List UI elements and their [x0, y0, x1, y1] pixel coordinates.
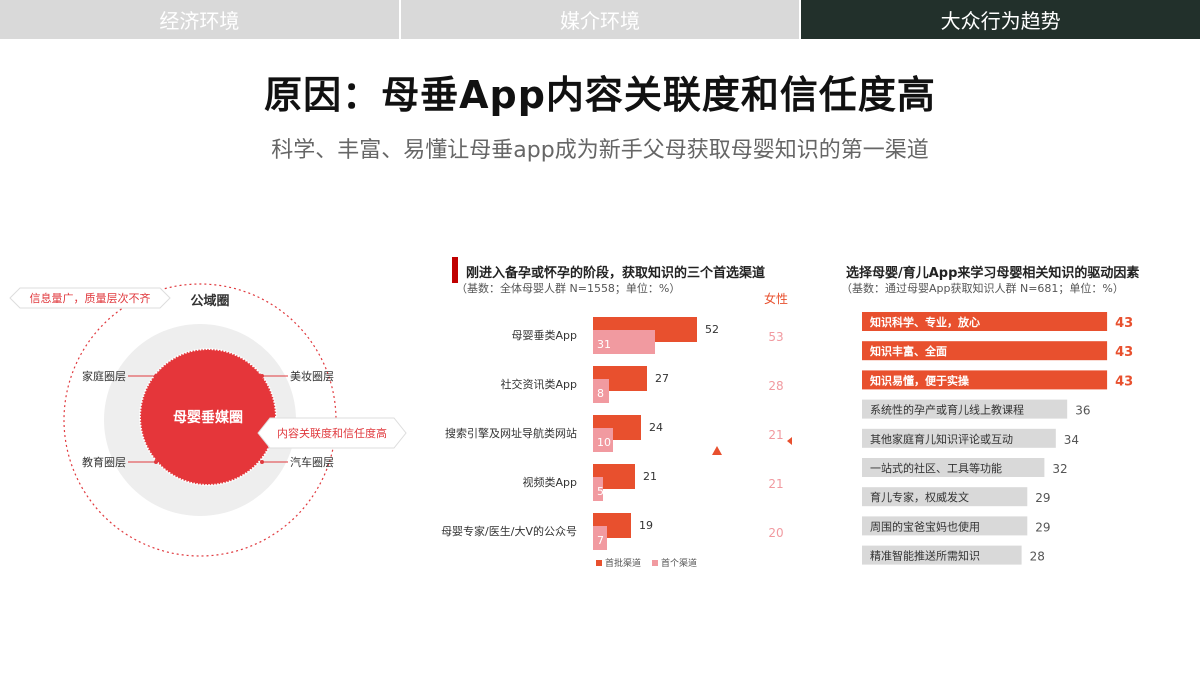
- category-label: 知识科学、专业，放心: [869, 315, 980, 329]
- chart2-title: 选择母婴/育儿App来学习母婴相关知识的驱动因素: [846, 266, 1140, 281]
- category-label: 母婴专家/医生/大V的公众号: [441, 524, 577, 538]
- female-header: 女性: [764, 291, 788, 306]
- legend-swatch-first: [652, 560, 658, 566]
- value-label: 43: [1115, 374, 1133, 389]
- category-label: 搜索引擎及网址导航类网站: [445, 426, 577, 440]
- bar-highlight: [862, 341, 1108, 361]
- category-label: 母婴垂类App: [512, 328, 578, 342]
- node-dot-bottom-right: [260, 460, 264, 464]
- female-value: 28: [768, 379, 783, 393]
- value-label: 34: [1064, 433, 1079, 447]
- right-callout-text: 内容关联度和信任度高: [277, 426, 387, 440]
- value-label: 29: [1035, 520, 1050, 534]
- bar-first: [593, 477, 603, 501]
- bar: [862, 399, 1068, 419]
- section-tabs: 经济环境 媒介环境 大众行为趋势: [0, 0, 1200, 39]
- female-value: 21: [768, 477, 783, 491]
- right-callout-shape: [257, 417, 407, 449]
- value-label-first: 5: [597, 485, 604, 498]
- channel-bar-chart: 女性 母婴垂类App 52 31 53 社交资讯类App 27 8 28 搜索引擎及网址导航类网…: [441, 291, 792, 569]
- bar-highlight: [862, 312, 1108, 331]
- value-label-first: 10: [597, 436, 611, 449]
- bar: [862, 487, 1028, 507]
- center-label: 母婴垂媒圈: [173, 409, 243, 426]
- tab-media-environment[interactable]: 媒介环境: [400, 0, 802, 39]
- value-label-first-batch: 21: [643, 470, 657, 483]
- category-label: 知识易懂，便于实操: [869, 373, 970, 387]
- legend-label-first: 首个渠道: [661, 557, 697, 569]
- value-label: 29: [1035, 491, 1050, 505]
- tab-public-behavior-trend[interactable]: 大众行为趋势: [801, 0, 1200, 39]
- value-label: 43: [1115, 345, 1133, 360]
- node-bottom-right: 汽车圈层: [290, 455, 334, 469]
- bar-highlight: [862, 370, 1108, 390]
- chart2-base-note: （基数：通过母婴App获取知识人群 N=681；单位：%）: [841, 282, 1124, 295]
- node-dot-top-right: [260, 374, 264, 378]
- bar-first: [593, 428, 613, 452]
- driver-bar-chart: 知识科学、专业，放心 43 知识丰富、全面 43 知识易懂，便于实操 43 系统性的孕产或育…: [862, 312, 1133, 565]
- node-dot-bottom-left: [154, 460, 158, 464]
- bar-first: [593, 526, 607, 550]
- chart1-title: 刚进入备孕或怀孕的阶段，获取知识的三个首选渠道: [466, 266, 766, 281]
- node-bottom-left: 教育圈层: [82, 455, 126, 469]
- value-label-first-batch: 24: [649, 421, 663, 434]
- page-subtitle: 科学、丰富、易懂让母垂app成为新手父母获取母婴知识的第一渠道: [271, 138, 929, 163]
- tab-economic-environment[interactable]: 经济环境: [0, 0, 401, 39]
- value-label-first-batch: 19: [639, 519, 653, 532]
- category-label: 系统性的孕产或育儿线上教课程: [870, 403, 1024, 417]
- chart1-base-note: （基数：全体母婴人群 N=1558；单位：%）: [456, 282, 681, 295]
- left-callout-shape: [9, 287, 171, 309]
- value-label-first: 31: [597, 338, 611, 351]
- legend-swatch-first-batch: [596, 560, 602, 566]
- value-label: 43: [1115, 316, 1133, 331]
- up-triangle-icon: [712, 446, 722, 455]
- female-value: 21: [768, 428, 783, 442]
- value-label-first-batch: 52: [705, 323, 719, 336]
- node-top-left: 家庭圈层: [82, 369, 126, 383]
- bar: [862, 545, 1022, 565]
- bar-first: [593, 379, 609, 403]
- value-label-first-batch: 27: [655, 372, 669, 385]
- chart1-title-marker: [452, 257, 458, 283]
- bar: [862, 428, 1056, 448]
- outer-label: 公域圈: [190, 293, 229, 309]
- category-label: 精准智能推送所需知识: [870, 549, 980, 563]
- node-dot-top-left: [154, 374, 158, 378]
- category-label: 一站式的社区、工具等功能: [870, 461, 1002, 475]
- female-value: 20: [768, 526, 783, 540]
- left-triangle-icon: [787, 437, 792, 445]
- value-label-first: 8: [597, 387, 604, 400]
- category-label: 知识丰富、全面: [869, 344, 947, 358]
- value-label-first: 7: [597, 534, 604, 547]
- bar-first: [593, 330, 655, 354]
- left-callout-text: 信息量广，质量层次不齐: [30, 291, 151, 305]
- female-value: 53: [768, 330, 783, 344]
- category-label: 育儿专家，权威发文: [870, 490, 969, 504]
- page-title: 原因：母垂App内容关联度和信任度高: [264, 73, 936, 117]
- category-label: 周围的宝爸宝妈也使用: [870, 519, 980, 533]
- category-label: 视频类App: [523, 475, 578, 489]
- legend-label-first-batch: 首批渠道: [605, 557, 641, 569]
- category-label: 其他家庭育儿知识评论或互动: [870, 432, 1013, 446]
- bar: [862, 458, 1045, 477]
- bar: [862, 516, 1028, 536]
- circle-diagram: 母婴垂媒圈 公域圈 信息量广，质量层次不齐 内容关联度和信任度高 家庭圈层 美妆…: [9, 283, 407, 557]
- node-top-right: 美妆圈层: [290, 370, 334, 383]
- core-circle: [139, 348, 277, 486]
- value-label: 32: [1052, 462, 1067, 476]
- value-label: 36: [1075, 404, 1090, 418]
- category-label: 社交资讯类App: [501, 377, 578, 391]
- value-label: 28: [1030, 550, 1045, 564]
